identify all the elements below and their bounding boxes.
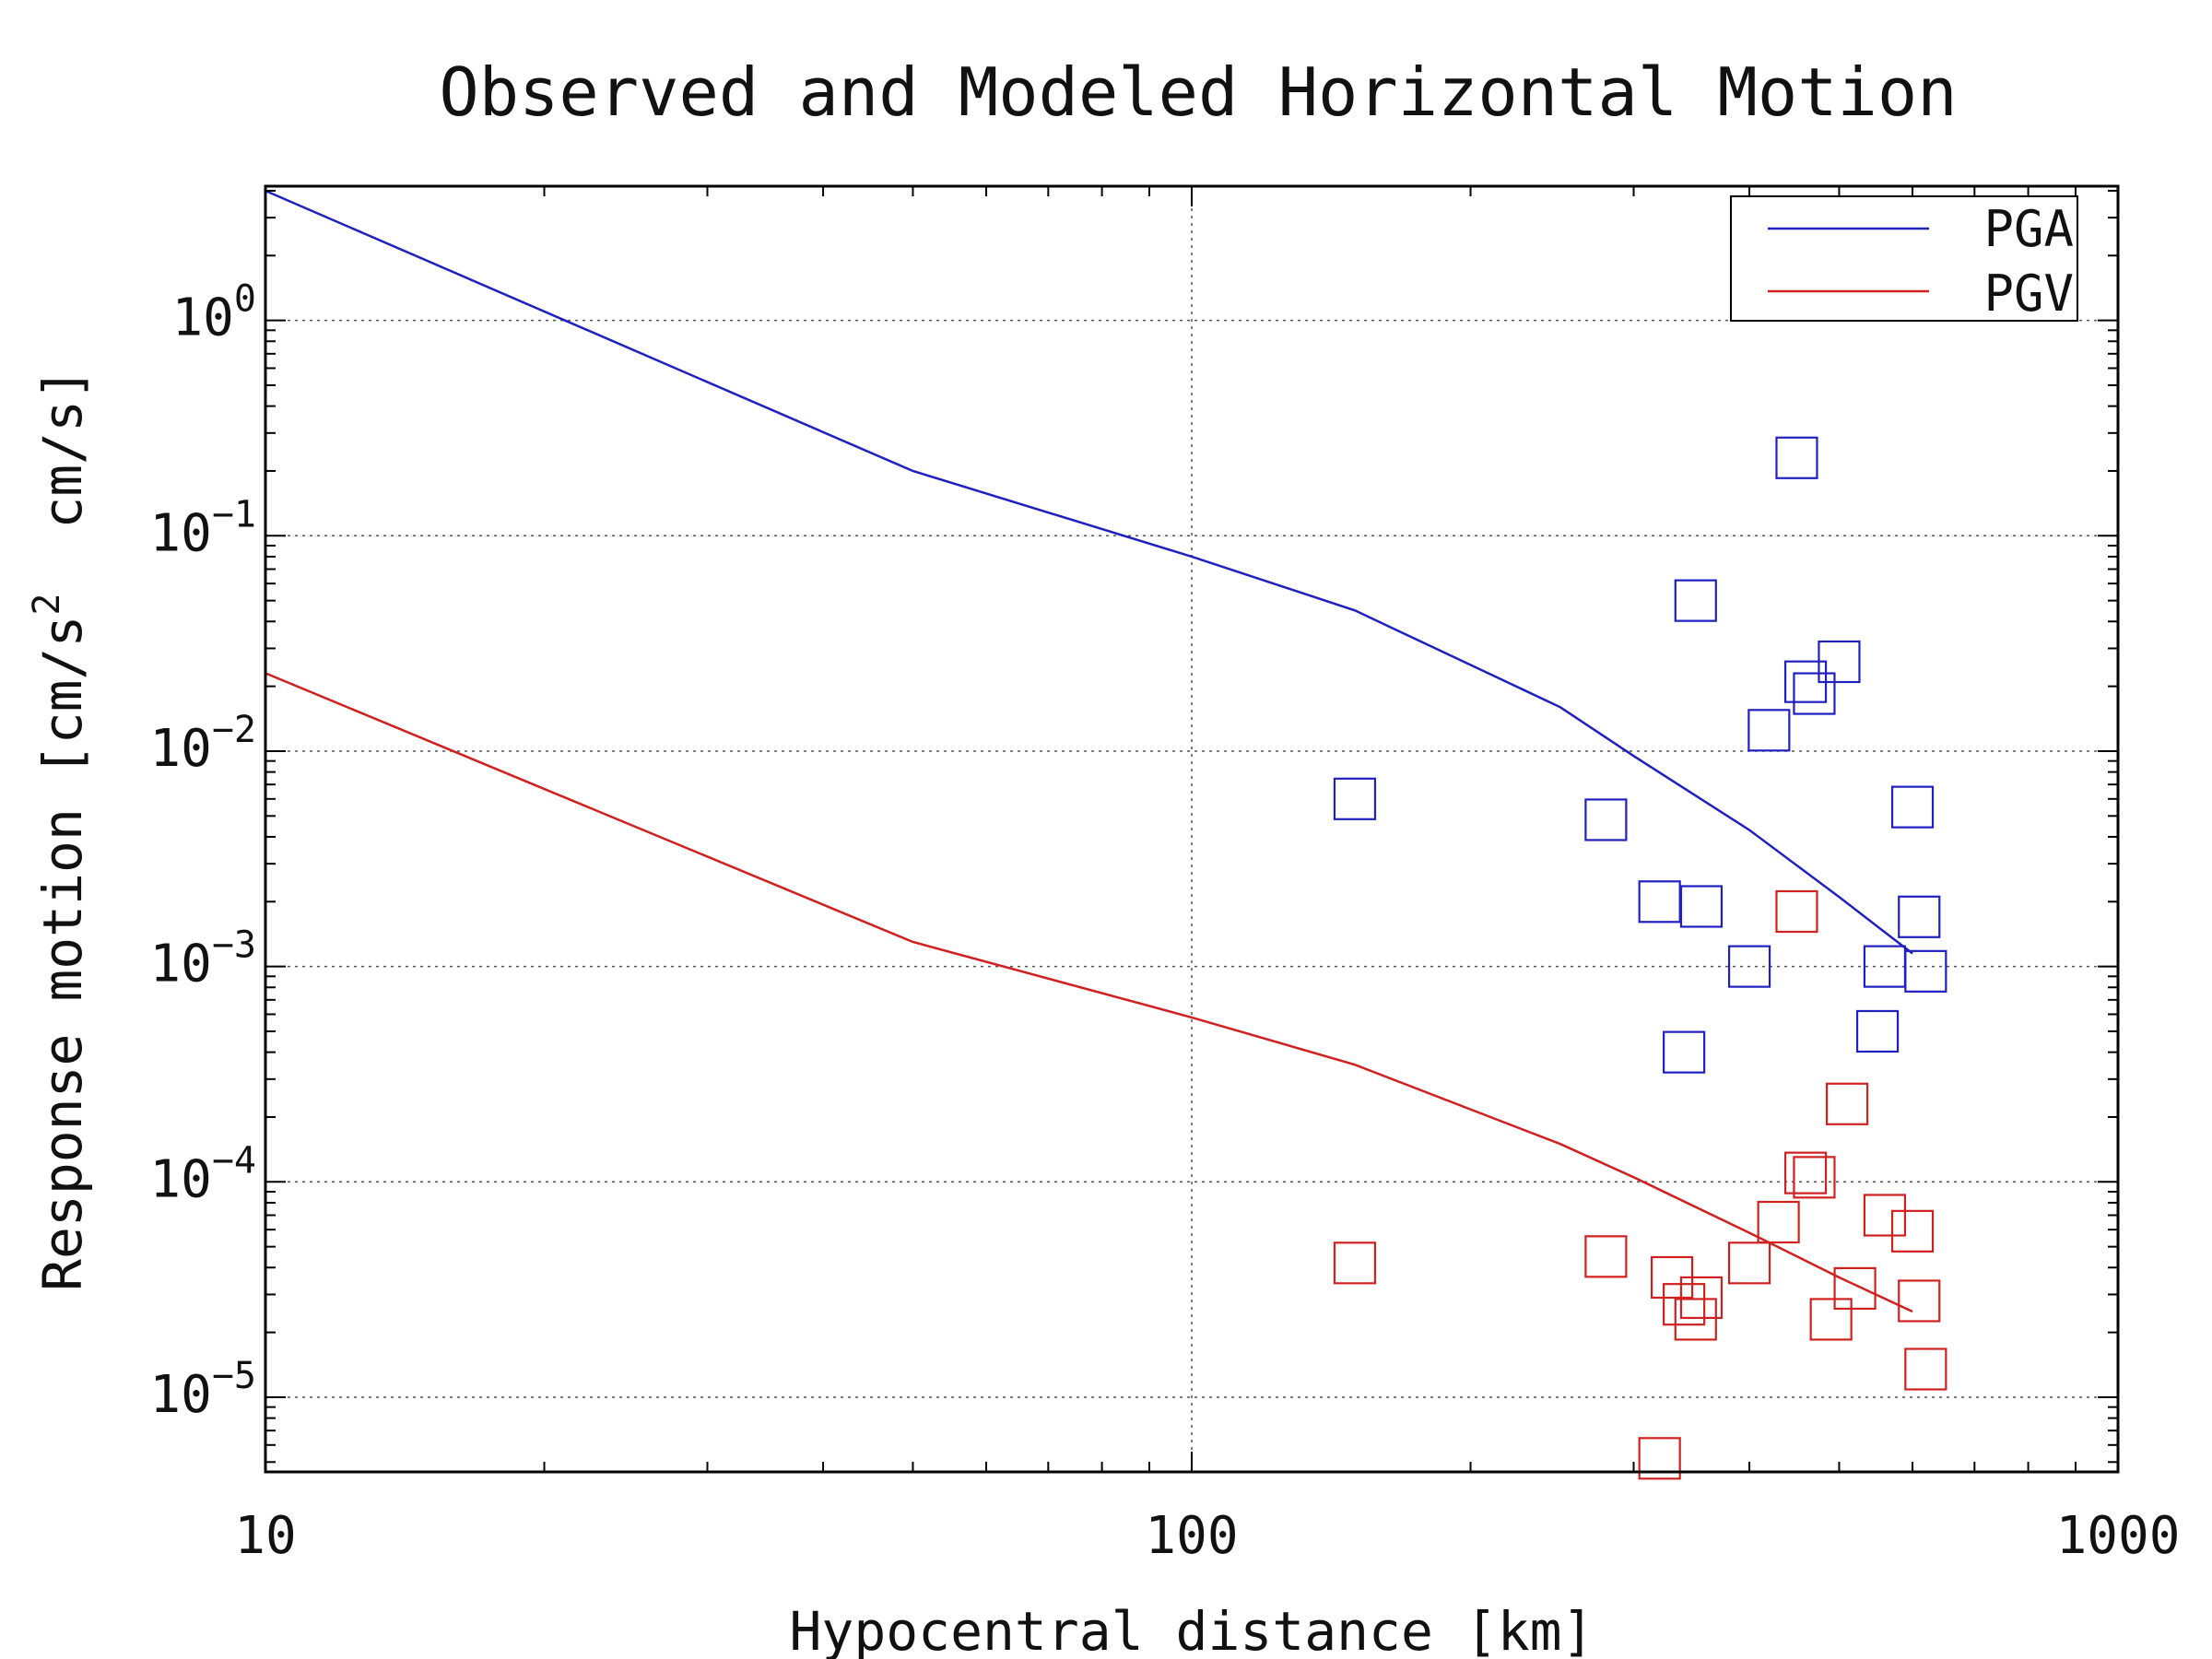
chart-title: Observed and Modeled Horizontal Motion [439, 53, 1957, 131]
pgv-observed-point [1674, 1298, 1717, 1341]
pgv-observed-point [1584, 1235, 1628, 1278]
pga-model-line [265, 189, 1913, 955]
pgv-observed-point [1826, 1082, 1869, 1125]
model-lines [265, 189, 1913, 1313]
y-axis-label: Response motion [cm/s2 cm/s] [26, 368, 94, 1291]
pga-observed-point [1890, 785, 1935, 829]
pga-observed-point [1863, 945, 1907, 988]
pga-observed-point [1679, 885, 1724, 928]
pga-observed-point [1333, 777, 1377, 820]
pgv-observed-point [1898, 1279, 1941, 1323]
y-axis-label-tail: cm/s] [31, 368, 94, 593]
pgv-observed-point [1833, 1266, 1877, 1311]
y-tick-labels: 100 10−1 10−2 10−3 10−4 10−5 [149, 278, 256, 1425]
legend-box [1730, 195, 2078, 322]
x-axis-label: Hypocentral distance [km] [790, 1600, 1594, 1659]
y-tick-label: 10−1 [149, 493, 256, 563]
pgv-observed-point [1333, 1241, 1377, 1285]
pga-observed-point [1584, 798, 1628, 841]
pga-observed-point [1898, 895, 1941, 938]
pgv-observed-point [1904, 1347, 1947, 1391]
y-tick-label: 10−4 [149, 1139, 256, 1209]
x-tick-labels: 10 100 1000 [234, 1506, 2180, 1566]
pgv-observed-point [1679, 1276, 1724, 1320]
pgv-observed-point [1783, 1151, 1828, 1194]
pgv-model-line [265, 672, 1913, 1313]
legend: PGA PGV [1730, 195, 2078, 323]
axis-ticks [265, 186, 2119, 1472]
pgv-observed-point [1775, 889, 1818, 934]
pga-observed-point [1818, 640, 1861, 684]
pga-observed-point [1855, 1009, 1900, 1053]
y-tick-label: 100 [171, 278, 256, 348]
pga-observed-point [1747, 709, 1791, 752]
observed-points [1333, 436, 1947, 1480]
pga-observed-point [1775, 436, 1818, 479]
pgv-observed-point [1809, 1298, 1853, 1341]
y-tick-label: 10−5 [149, 1355, 256, 1425]
y-tick-label: 10−2 [149, 709, 256, 779]
pga-observed-point [1793, 672, 1836, 715]
x-tick-label: 1000 [2056, 1506, 2181, 1566]
pgv-observed-point [1727, 1241, 1771, 1285]
pgv-observed-point [1863, 1194, 1907, 1237]
y-axis-label-exponent: 2 [26, 594, 68, 616]
pgv-observed-point [1663, 1283, 1706, 1326]
pgv-observed-point [1793, 1156, 1836, 1199]
y-tick-label: 10−3 [149, 924, 256, 994]
legend-label-pga: PGA [1983, 200, 2074, 258]
pgv-observed-point [1890, 1209, 1935, 1253]
x-tick-label: 10 [234, 1506, 296, 1566]
pgv-observed-point [1638, 1437, 1681, 1480]
pga-observed-point [1727, 945, 1771, 988]
x-tick-label: 100 [1145, 1506, 1238, 1566]
y-axis-label-main: Response motion [cm/s [31, 616, 94, 1291]
pga-observed-point [1674, 579, 1717, 622]
pgv-observed-point [1757, 1200, 1800, 1244]
pga-observed-point [1663, 1030, 1706, 1074]
pga-observed-point [1638, 880, 1681, 924]
legend-label-pgv: PGV [1983, 265, 2074, 323]
pga-observed-point [1904, 949, 1947, 993]
